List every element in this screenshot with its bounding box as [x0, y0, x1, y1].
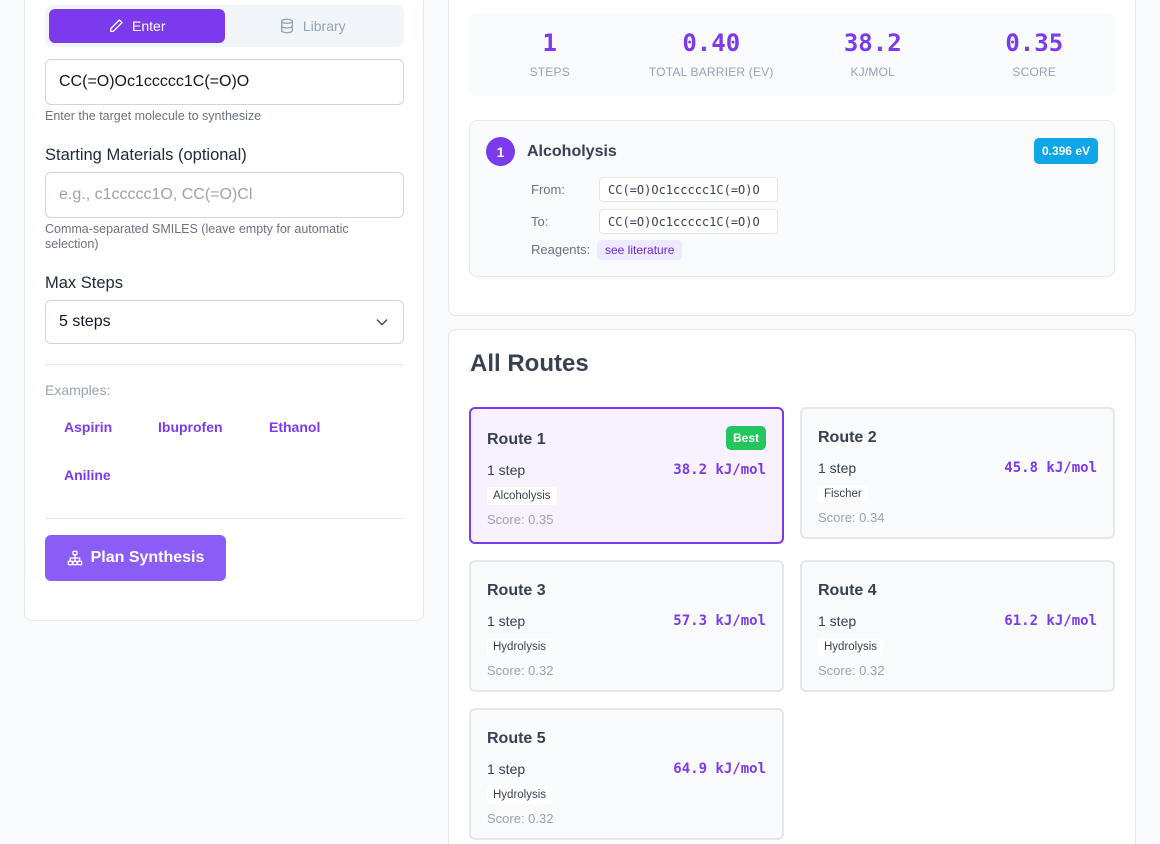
starting-help-text: Comma-separated SMILES (leave empty for … — [45, 222, 349, 251]
starting-materials-input[interactable]: e.g., c1ccccc1O, CC(=O)Cl — [45, 172, 404, 218]
route-score: Score: 0.34 — [818, 510, 885, 525]
stat-kjmol: 38.2 KJ/MOL — [792, 13, 954, 96]
example-aniline[interactable]: Aniline — [64, 467, 111, 483]
route-steps: 1 step — [818, 613, 857, 629]
library-mode-button[interactable]: Library — [225, 9, 401, 43]
route-score: Score: 0.32 — [818, 663, 885, 678]
route-name: Route 5 — [487, 730, 546, 747]
to-smiles: CC(=O)Oc1ccccc1C(=O)O — [599, 209, 778, 234]
route-score: Score: 0.32 — [487, 663, 554, 678]
stat-value: 1 — [542, 29, 557, 57]
route-steps: 1 step — [487, 761, 526, 777]
stat-label: STEPS — [529, 65, 570, 79]
input-mode-toggle: Enter Library — [45, 5, 404, 47]
route-name: Route 4 — [818, 582, 877, 599]
route-card-4[interactable]: Route 4 1 step 61.2 kJ/mol Hydrolysis Sc… — [800, 560, 1115, 692]
from-smiles: CC(=O)Oc1ccccc1C(=O)O — [599, 177, 778, 202]
route-steps: 1 step — [487, 613, 526, 629]
stat-total-barrier: 0.40 TOTAL BARRIER (EV) — [631, 13, 793, 96]
target-help-text: Enter the target molecule to synthesize — [45, 109, 262, 123]
example-ethanol[interactable]: Ethanol — [269, 419, 321, 435]
route-name: Route 2 — [818, 429, 877, 446]
stat-label: SCORE — [1012, 65, 1057, 79]
stat-label: KJ/MOL — [850, 65, 896, 79]
route-energy: 38.2 kJ/mol — [673, 462, 766, 478]
reagents-label: Reagents: — [531, 242, 591, 257]
from-label: From: — [531, 182, 565, 197]
all-routes-card: All Routes Route 1 Best 1 step 38.2 kJ/m… — [448, 329, 1136, 844]
chevron-down-icon — [376, 319, 388, 326]
route-energy: 64.9 kJ/mol — [673, 761, 766, 777]
target-molecule-value: CC(=O)Oc1ccccc1C(=O)O — [59, 73, 250, 90]
max-steps-select[interactable]: 5 steps — [45, 300, 404, 344]
max-steps-value: 5 steps — [59, 313, 111, 330]
route-energy: 57.3 kJ/mol — [673, 613, 766, 629]
sitemap-icon — [67, 550, 82, 566]
best-badge: Best — [725, 426, 766, 450]
reagents-tag: see literature — [597, 240, 683, 260]
route-summary-stats: 1 STEPS 0.40 TOTAL BARRIER (EV) 38.2 KJ/… — [469, 13, 1115, 96]
example-aspirin[interactable]: Aspirin — [64, 419, 113, 435]
all-routes-title: All Routes — [470, 350, 589, 377]
stat-value: 38.2 — [843, 29, 902, 57]
route-score: Score: 0.35 — [487, 512, 554, 527]
stat-steps: 1 STEPS — [469, 13, 631, 96]
synthesis-form-panel: Enter Library CC(=O)Oc1ccccc1C(=O)O Ente… — [24, 0, 424, 621]
route-name: Route 1 — [487, 431, 546, 448]
to-label: To: — [531, 214, 549, 229]
route-score: Score: 0.32 — [487, 811, 554, 826]
starting-materials-label: Starting Materials (optional) — [45, 146, 247, 164]
stat-score: 0.35 SCORE — [954, 13, 1116, 96]
route-steps: 1 step — [818, 460, 857, 476]
route-name: Route 3 — [487, 582, 546, 599]
enter-mode-label: Enter — [132, 18, 166, 34]
route-energy: 45.8 kJ/mol — [1004, 460, 1097, 476]
database-icon — [280, 18, 293, 34]
library-mode-label: Library — [302, 18, 346, 34]
route-card-3[interactable]: Route 3 1 step 57.3 kJ/mol Hydrolysis Sc… — [469, 560, 784, 692]
enter-mode-button[interactable]: Enter — [49, 9, 225, 43]
divider — [45, 364, 404, 365]
route-energy: 61.2 kJ/mol — [1004, 613, 1097, 629]
divider — [45, 518, 404, 519]
route-reaction-tag: Hydrolysis — [487, 786, 553, 804]
stat-label: TOTAL BARRIER (EV) — [648, 65, 774, 79]
step-reaction-name: Alcoholysis — [527, 143, 617, 160]
example-ibuprofen[interactable]: Ibuprofen — [158, 419, 223, 435]
route-card-2[interactable]: Route 2 1 step 45.8 kJ/mol Fischer Score… — [800, 407, 1115, 539]
step-energy-badge: 0.396 eV — [1033, 138, 1098, 164]
stat-value: 0.35 — [1005, 29, 1064, 57]
starting-materials-placeholder: e.g., c1ccccc1O, CC(=O)Cl — [59, 186, 253, 203]
route-steps: 1 step — [487, 462, 526, 478]
max-steps-label: Max Steps — [45, 274, 123, 292]
route-card-1[interactable]: Route 1 Best 1 step 38.2 kJ/mol Alcoholy… — [469, 407, 784, 544]
stat-value: 0.40 — [682, 29, 741, 57]
route-reaction-tag: Fischer — [818, 485, 868, 503]
plan-synthesis-label: Plan Synthesis — [90, 549, 205, 566]
reaction-step: 1 Alcoholysis 0.396 eV From: CC(=O)Oc1cc… — [469, 120, 1115, 277]
plan-synthesis-button[interactable]: Plan Synthesis — [45, 535, 226, 581]
best-route-card: 1 STEPS 0.40 TOTAL BARRIER (EV) 38.2 KJ/… — [448, 0, 1136, 316]
target-molecule-input[interactable]: CC(=O)Oc1ccccc1C(=O)O — [45, 59, 404, 105]
pencil-icon — [110, 19, 123, 32]
route-reaction-tag: Alcoholysis — [487, 487, 557, 505]
step-number-badge: 1 — [486, 137, 515, 166]
route-card-5[interactable]: Route 5 1 step 64.9 kJ/mol Hydrolysis Sc… — [469, 708, 784, 840]
from-smiles-value: CC(=O)Oc1ccccc1C(=O)O — [608, 182, 760, 197]
examples-label: Examples: — [45, 382, 111, 398]
to-smiles-value: CC(=O)Oc1ccccc1C(=O)O — [608, 214, 760, 229]
route-reaction-tag: Hydrolysis — [487, 638, 553, 656]
route-reaction-tag: Hydrolysis — [818, 638, 884, 656]
